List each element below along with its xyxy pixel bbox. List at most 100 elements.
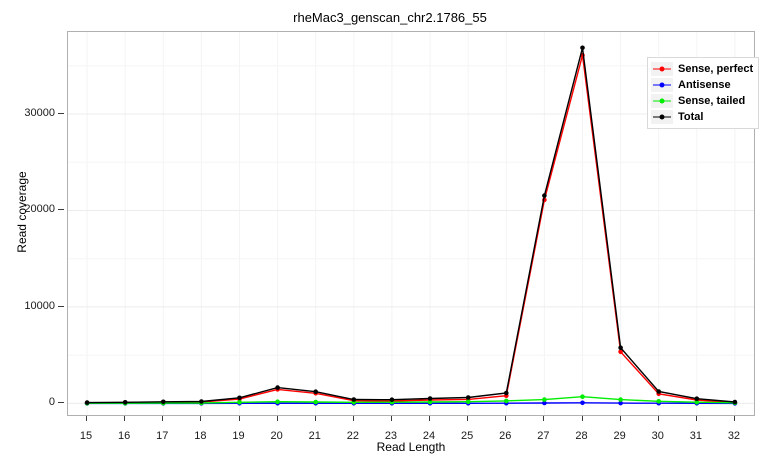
x-tick-mark	[467, 416, 469, 421]
x-tick-mark	[86, 416, 88, 421]
data-series-layer	[84, 45, 738, 406]
x-tick-mark	[505, 416, 507, 421]
legend-item: Sense, perfect	[651, 61, 753, 77]
x-tick-mark	[238, 416, 240, 421]
x-tick-mark	[733, 416, 735, 421]
x-tick-label: 32	[727, 430, 741, 442]
legend-label: Total	[678, 111, 704, 123]
chart-legend: Sense, perfect Antisense Sense, tailed Tota…	[647, 57, 760, 129]
data-point	[275, 385, 280, 390]
x-tick-mark	[200, 416, 202, 421]
data-point	[656, 399, 661, 404]
x-tick-label: 31	[689, 430, 702, 442]
x-tick-mark	[124, 416, 126, 421]
legend-label: Sense, tailed	[678, 95, 746, 107]
data-point	[542, 400, 547, 406]
data-point	[313, 399, 318, 405]
x-tick-label: 24	[422, 430, 436, 442]
series-line	[87, 55, 735, 404]
data-point	[694, 396, 700, 402]
legend-key-icon	[651, 110, 673, 124]
x-tick-mark	[657, 416, 659, 421]
x-tick-mark	[162, 416, 164, 421]
legend-item: Sense, tailed	[651, 93, 753, 109]
data-point	[580, 394, 585, 400]
x-tick-mark	[429, 416, 431, 421]
x-tick-label: 27	[537, 430, 550, 442]
data-point	[427, 399, 433, 405]
data-point	[580, 45, 585, 51]
legend-item: Total	[651, 109, 753, 125]
y-tick-mark	[58, 305, 64, 307]
legend-item: Antisense	[651, 77, 753, 93]
data-point	[580, 400, 585, 406]
legend-label: Antisense	[678, 79, 731, 91]
x-axis-title: Read Length	[376, 440, 446, 454]
data-point	[389, 397, 395, 403]
data-point	[84, 400, 90, 405]
x-tick-mark	[314, 416, 316, 421]
data-point	[237, 400, 242, 405]
data-point	[542, 397, 547, 402]
x-tick-label: 18	[194, 430, 207, 442]
data-point	[465, 395, 471, 400]
y-tick-mark	[58, 113, 64, 114]
data-point	[122, 400, 128, 405]
data-point	[199, 399, 204, 404]
data-point	[656, 389, 661, 394]
x-axis: 15 16 17 18 19 20 21 22 23 24 25 26 27 28 29 30 31 32	[67, 416, 755, 460]
legend-key-icon	[651, 94, 673, 108]
data-point	[237, 395, 242, 401]
y-axis: 0 10000 20000 30000	[0, 31, 67, 416]
series-line	[87, 47, 735, 404]
data-point	[161, 399, 166, 405]
x-tick-label: 26	[499, 430, 512, 442]
x-tick-label: 29	[613, 430, 626, 442]
y-axis-title: Read coverage	[15, 171, 29, 253]
x-tick-label: 30	[651, 430, 664, 442]
legend-label: Sense, perfect	[678, 63, 754, 75]
data-point	[427, 396, 433, 401]
y-tick-label: 30000	[24, 107, 55, 119]
chart-title: rheMac3_genscan_chr2.1786_55	[293, 10, 487, 25]
legend-key-icon	[651, 62, 673, 76]
x-tick-label: 25	[461, 430, 474, 442]
x-tick-label: 15	[79, 430, 93, 442]
y-tick-mark	[58, 402, 64, 404]
y-tick-label: 20000	[24, 203, 55, 216]
x-tick-mark	[543, 416, 545, 421]
x-tick-label: 19	[232, 430, 245, 442]
legend-key-icon	[651, 78, 673, 92]
data-point	[465, 399, 471, 405]
x-tick-label: 28	[575, 430, 588, 442]
y-tick-label: 0	[48, 396, 55, 409]
data-point	[275, 399, 280, 405]
x-tick-label: 16	[118, 430, 131, 442]
data-point	[542, 193, 547, 198]
y-tick-mark	[58, 209, 64, 211]
x-tick-label: 17	[156, 430, 169, 442]
series-line	[87, 395, 735, 404]
x-tick-label: 20	[270, 430, 283, 442]
data-point	[313, 389, 318, 395]
x-tick-mark	[619, 416, 621, 421]
data-point	[504, 398, 509, 404]
x-tick-mark	[276, 416, 278, 421]
x-tick-label: 22	[346, 430, 359, 442]
data-point	[732, 399, 738, 405]
x-tick-mark	[390, 416, 392, 421]
data-point	[618, 400, 623, 406]
x-tick-label: 21	[308, 430, 321, 442]
data-point	[618, 349, 623, 355]
plot-area	[67, 31, 755, 416]
data-point	[351, 397, 357, 402]
data-point	[504, 390, 509, 396]
data-point	[694, 399, 700, 405]
x-tick-mark	[695, 416, 697, 421]
y-tick-label: 10000	[24, 299, 55, 312]
x-tick-label: 23	[384, 430, 398, 442]
x-tick-mark	[352, 416, 354, 421]
data-point	[618, 345, 623, 351]
x-tick-mark	[581, 416, 583, 421]
